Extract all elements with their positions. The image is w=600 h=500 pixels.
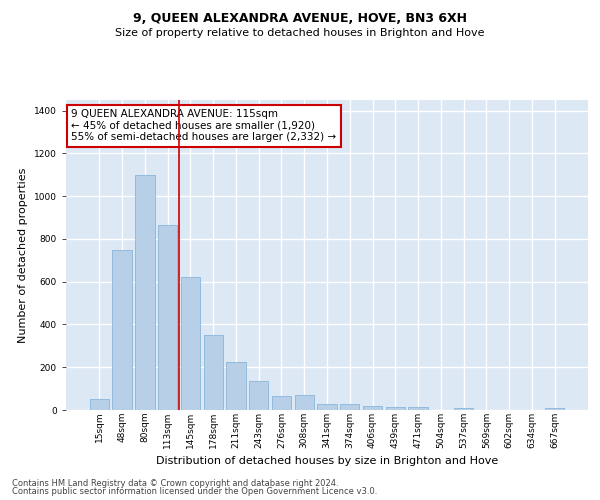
Text: 9, QUEEN ALEXANDRA AVENUE, HOVE, BN3 6XH: 9, QUEEN ALEXANDRA AVENUE, HOVE, BN3 6XH <box>133 12 467 26</box>
Text: 9 QUEEN ALEXANDRA AVENUE: 115sqm
← 45% of detached houses are smaller (1,920)
55: 9 QUEEN ALEXANDRA AVENUE: 115sqm ← 45% o… <box>71 110 337 142</box>
Bar <box>454 408 473 410</box>
Bar <box>226 362 245 410</box>
Bar <box>272 396 291 410</box>
Bar <box>363 406 382 410</box>
X-axis label: Distribution of detached houses by size in Brighton and Hove: Distribution of detached houses by size … <box>156 456 498 466</box>
Bar <box>340 404 359 410</box>
Bar <box>386 407 405 410</box>
Bar <box>135 175 155 410</box>
Bar <box>409 407 428 410</box>
Y-axis label: Number of detached properties: Number of detached properties <box>19 168 28 342</box>
Bar <box>317 404 337 410</box>
Bar <box>90 400 109 410</box>
Text: Size of property relative to detached houses in Brighton and Hove: Size of property relative to detached ho… <box>115 28 485 38</box>
Text: Contains HM Land Registry data © Crown copyright and database right 2024.: Contains HM Land Registry data © Crown c… <box>12 478 338 488</box>
Bar <box>203 335 223 410</box>
Text: Contains public sector information licensed under the Open Government Licence v3: Contains public sector information licen… <box>12 487 377 496</box>
Bar <box>112 250 132 410</box>
Bar <box>545 408 564 410</box>
Bar <box>295 395 314 410</box>
Bar <box>158 225 178 410</box>
Bar <box>249 381 268 410</box>
Bar <box>181 278 200 410</box>
